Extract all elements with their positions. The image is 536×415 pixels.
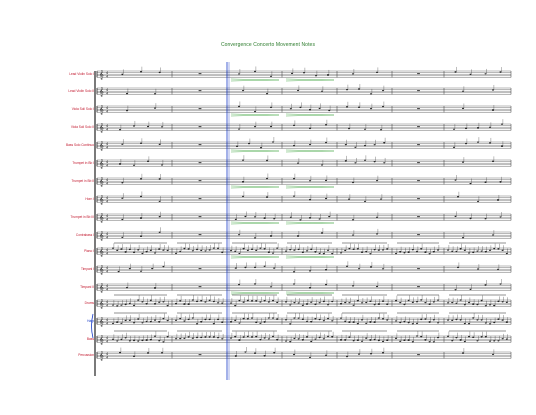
staff-label: Contrabass I [75,233,94,237]
staff-label: Harp [87,319,94,323]
svg-text:4: 4 [106,163,108,167]
staff-label: Bass Solo Continuo [66,143,94,147]
svg-text:4: 4 [106,284,108,288]
staff-6: 𝄞 44 [96,155,512,168]
clef-icon: 𝄞 [99,213,104,222]
clef-icon: 𝄞 [99,105,104,114]
staff-11: 𝄞 44 [96,242,512,259]
staff-label: Trumpet in Bb I [72,161,94,165]
staff-17: 𝄞 44 [96,347,512,360]
staff-5: 𝄞 44 [96,137,512,153]
staff-label: Piano I [84,249,94,253]
staff-label: Trumpet in Bb III [70,215,94,219]
svg-text:4: 4 [106,178,108,182]
staff-9: 𝄞 44 [96,211,512,225]
svg-text:4: 4 [106,199,108,203]
clef-icon: 𝄞 [99,195,104,204]
staff-label: Viola Soli Solo II [70,125,94,129]
svg-text:4: 4 [106,88,108,92]
svg-text:4: 4 [106,300,108,304]
svg-text:4: 4 [106,235,108,239]
svg-text:4: 4 [106,142,108,146]
staff-label: Timpani I [81,267,94,271]
svg-text:4: 4 [106,109,108,113]
staff-12: 𝄞 44 [96,261,512,274]
svg-text:4: 4 [106,91,108,95]
harp-brace [91,313,94,339]
clef-icon: 𝄞 [99,177,104,186]
svg-text:4: 4 [106,336,108,340]
clef-icon: 𝄞 [99,265,104,274]
clef-icon: 𝄞 [99,317,104,326]
staff-label: Lead Violin Solo II [68,89,94,93]
staff-16: 𝄞 44 [96,330,512,344]
svg-text:4: 4 [106,145,108,149]
staff-15: 𝄞 44 [96,312,512,326]
clef-icon: 𝄞 [99,70,104,79]
svg-text:4: 4 [106,287,108,291]
staff-8: 𝄞 44 [96,191,512,204]
svg-text:4: 4 [106,251,108,255]
clef-icon: 𝄞 [99,351,104,360]
svg-text:4: 4 [106,74,108,78]
svg-text:4: 4 [106,232,108,236]
svg-text:4: 4 [106,355,108,359]
svg-text:4: 4 [106,181,108,185]
clef-icon: 𝄞 [99,335,104,344]
clef-icon: 𝄞 [99,283,104,292]
staff-label: Percussion [78,353,94,357]
staff-label: Drums [84,301,94,305]
clef-icon: 𝄞 [99,299,104,308]
svg-text:4: 4 [106,269,108,273]
svg-text:4: 4 [106,266,108,270]
instrument-labels: Lead Violin Solo I Lead Violin Solo II Vio… [0,0,94,415]
score-title: Convergence Concerto Movement Notes [220,42,316,48]
svg-text:4: 4 [106,217,108,221]
staff-3: 𝄞 44 [96,101,512,117]
svg-text:4: 4 [106,352,108,356]
staff-2: 𝄞 44 [96,84,512,96]
svg-text:4: 4 [106,303,108,307]
clef-icon: 𝄞 [99,247,104,256]
staff-1: 𝄞 44 [96,66,512,82]
clef-icon: 𝄞 [99,141,104,150]
svg-text:4: 4 [106,71,108,75]
svg-text:4: 4 [106,160,108,164]
svg-text:4: 4 [106,318,108,322]
staff-14: 𝄞 44 [96,294,512,308]
svg-text:4: 4 [106,106,108,110]
staff-label: Bass [86,337,94,341]
svg-text:4: 4 [106,124,108,128]
svg-text:4: 4 [106,196,108,200]
svg-text:4: 4 [106,321,108,325]
staff-label: Lead Violin Solo I [69,72,94,76]
svg-text:4: 4 [106,248,108,252]
clef-icon: 𝄞 [99,159,104,168]
staff-label: Viola Soli Solo I [71,107,94,111]
staff-10: 𝄞 44 [96,227,512,240]
staff-7: 𝄞 44 [96,173,512,189]
staff-13: 𝄞 44 [96,279,512,295]
staff-label: Trumpet in Bb II [71,179,94,183]
staff-4: 𝄞 44 [96,119,512,132]
svg-text:4: 4 [106,214,108,218]
clef-icon: 𝄞 [99,123,104,132]
staff-label: Horn I [85,197,94,201]
clef-icon: 𝄞 [99,87,104,96]
svg-text:4: 4 [106,127,108,131]
staff-label: Timpani II [80,285,94,289]
svg-text:4: 4 [106,339,108,343]
clef-icon: 𝄞 [99,231,104,240]
